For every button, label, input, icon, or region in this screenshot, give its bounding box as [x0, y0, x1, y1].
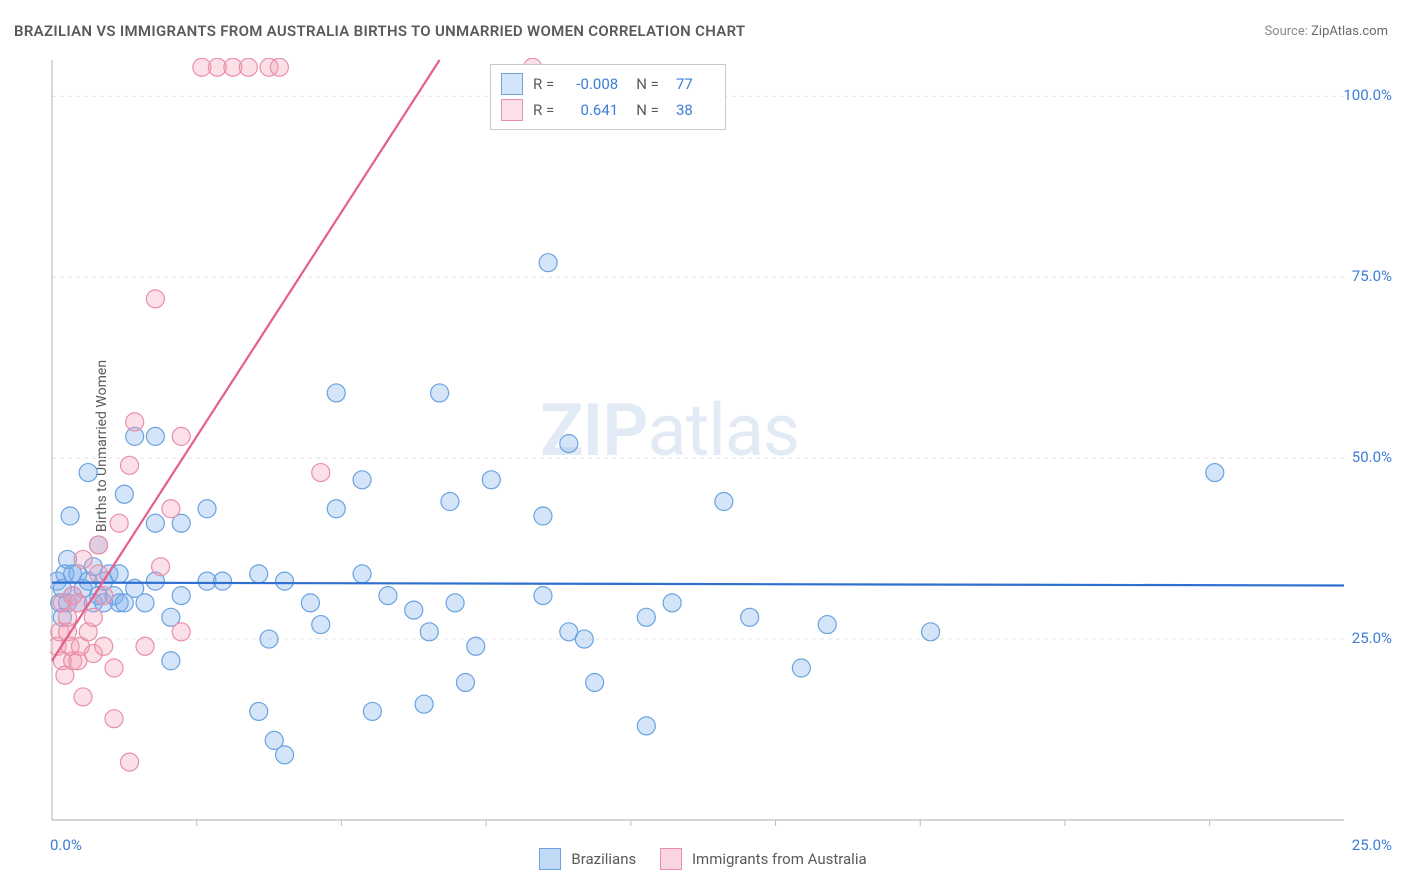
y-tick-label: 25.0%: [1352, 629, 1392, 647]
r-value-0: -0.008: [558, 71, 618, 97]
legend-item-0: Brazilians: [539, 848, 636, 870]
y-tick-label: 75.0%: [1352, 267, 1392, 285]
r-label-1: R =: [533, 97, 554, 123]
r-value-1: 0.641: [558, 97, 618, 123]
source-attribution: Source: ZipAtlas.com: [1264, 24, 1388, 39]
series-legend: Brazilians Immigrants from Australia: [0, 848, 1406, 874]
chart-container: BRAZILIAN VS IMMIGRANTS FROM AUSTRALIA B…: [0, 0, 1406, 892]
r-label-0: R =: [533, 71, 554, 97]
chart-title: BRAZILIAN VS IMMIGRANTS FROM AUSTRALIA B…: [14, 22, 745, 40]
source-value: ZipAtlas.com: [1311, 24, 1388, 39]
source-label: Source:: [1264, 24, 1307, 39]
n-label-0: N =: [636, 71, 659, 97]
y-tick-label: 100.0%: [1343, 86, 1392, 104]
legend-item-1: Immigrants from Australia: [660, 848, 867, 870]
legend-row-series-0: R = -0.008 N = 77: [501, 71, 711, 97]
x-tick-label-max: 25.0%: [1352, 836, 1392, 854]
n-value-1: 38: [663, 97, 693, 123]
n-label-1: N =: [636, 97, 659, 123]
plot-area: [50, 58, 1390, 826]
legend-label-0: Brazilians: [571, 850, 636, 868]
y-tick-label: 50.0%: [1352, 448, 1392, 466]
correlation-legend: R = -0.008 N = 77 R = 0.641 N = 38: [490, 64, 726, 130]
x-tick-label: 0.0%: [50, 836, 82, 854]
n-value-0: 77: [663, 71, 693, 97]
legend-row-series-1: R = 0.641 N = 38: [501, 97, 711, 123]
legend-label-1: Immigrants from Australia: [692, 850, 867, 868]
legend-swatch-1: [501, 99, 523, 121]
legend-bottom-swatch-0: [539, 848, 561, 870]
scatter-plot-svg: [50, 58, 1390, 826]
legend-swatch-0: [501, 73, 523, 95]
legend-bottom-swatch-1: [660, 848, 682, 870]
